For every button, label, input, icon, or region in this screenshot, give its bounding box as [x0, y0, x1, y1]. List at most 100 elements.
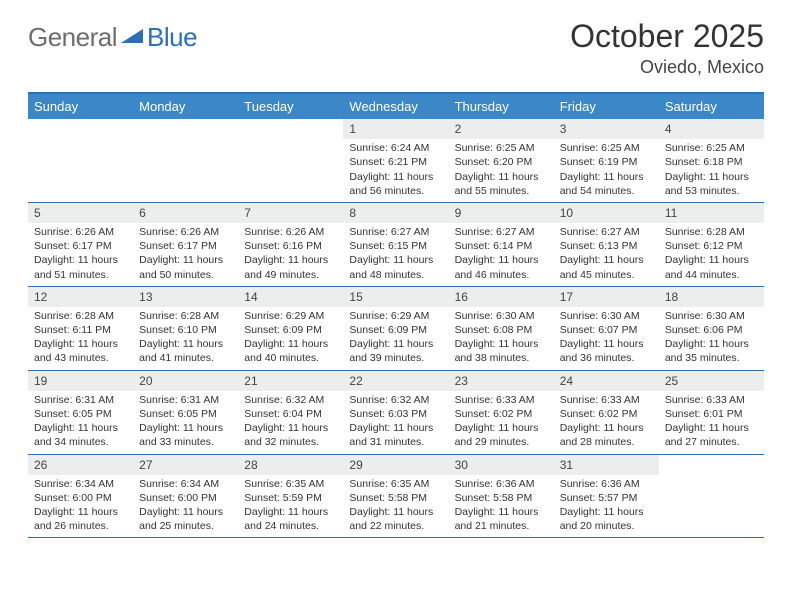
cell-body: Sunrise: 6:25 AMSunset: 6:20 PMDaylight:… [449, 139, 554, 202]
day-number: 30 [449, 455, 554, 475]
sunset-text: Sunset: 6:17 PM [139, 239, 232, 253]
sunset-text: Sunset: 6:14 PM [455, 239, 548, 253]
day-number: 10 [554, 203, 659, 223]
weeks-container: 1Sunrise: 6:24 AMSunset: 6:21 PMDaylight… [28, 119, 764, 538]
daylight-text: Daylight: 11 hours and 27 minutes. [665, 421, 758, 449]
sunset-text: Sunset: 6:00 PM [139, 491, 232, 505]
sunset-text: Sunset: 6:05 PM [34, 407, 127, 421]
sunrise-text: Sunrise: 6:30 AM [665, 309, 758, 323]
calendar-cell: 5 Sunrise: 6:26 AMSunset: 6:17 PMDaylight… [28, 203, 133, 286]
logo-text-general: General [28, 22, 117, 53]
sunrise-text: Sunrise: 6:30 AM [560, 309, 653, 323]
daylight-text: Daylight: 11 hours and 22 minutes. [349, 505, 442, 533]
cell-body: Sunrise: 6:31 AMSunset: 6:05 PMDaylight:… [133, 391, 238, 454]
daylight-text: Daylight: 11 hours and 26 minutes. [34, 505, 127, 533]
sunrise-text: Sunrise: 6:33 AM [665, 393, 758, 407]
sunrise-text: Sunrise: 6:31 AM [139, 393, 232, 407]
calendar-cell: 27Sunrise: 6:34 AMSunset: 6:00 PMDayligh… [133, 455, 238, 538]
day-number: 23 [449, 371, 554, 391]
day-number: 1 [343, 119, 448, 139]
day-header: Monday [133, 94, 238, 119]
daylight-text: Daylight: 11 hours and 48 minutes. [349, 253, 442, 281]
calendar-cell: 28Sunrise: 6:35 AMSunset: 5:59 PMDayligh… [238, 455, 343, 538]
sunset-text: Sunset: 6:13 PM [560, 239, 653, 253]
sunset-text: Sunset: 6:10 PM [139, 323, 232, 337]
calendar-cell: 17Sunrise: 6:30 AMSunset: 6:07 PMDayligh… [554, 287, 659, 370]
calendar-cell: 29Sunrise: 6:35 AMSunset: 5:58 PMDayligh… [343, 455, 448, 538]
calendar-cell: 31Sunrise: 6:36 AMSunset: 5:57 PMDayligh… [554, 455, 659, 538]
calendar-cell: 7Sunrise: 6:26 AMSunset: 6:16 PMDaylight… [238, 203, 343, 286]
daylight-text: Daylight: 11 hours and 38 minutes. [455, 337, 548, 365]
calendar-cell: 15Sunrise: 6:29 AMSunset: 6:09 PMDayligh… [343, 287, 448, 370]
day-number: 13 [133, 287, 238, 307]
sunrise-text: Sunrise: 6:24 AM [349, 141, 442, 155]
cell-body: Sunrise: 6:33 AMSunset: 6:02 PMDaylight:… [554, 391, 659, 454]
sunset-text: Sunset: 6:20 PM [455, 155, 548, 169]
day-number: 9 [449, 203, 554, 223]
daylight-text: Daylight: 11 hours and 20 minutes. [560, 505, 653, 533]
calendar-cell: 13Sunrise: 6:28 AMSunset: 6:10 PMDayligh… [133, 287, 238, 370]
sunrise-text: Sunrise: 6:36 AM [455, 477, 548, 491]
daylight-text: Daylight: 11 hours and 45 minutes. [560, 253, 653, 281]
day-header: Saturday [659, 94, 764, 119]
cell-body [28, 139, 133, 145]
location: Oviedo, Mexico [570, 57, 764, 78]
cell-body: Sunrise: 6:28 AMSunset: 6:12 PMDaylight:… [659, 223, 764, 286]
week-row: 1Sunrise: 6:24 AMSunset: 6:21 PMDaylight… [28, 119, 764, 203]
daylight-text: Daylight: 11 hours and 46 minutes. [455, 253, 548, 281]
calendar-cell: 16Sunrise: 6:30 AMSunset: 6:08 PMDayligh… [449, 287, 554, 370]
cell-body: Sunrise: 6:27 AMSunset: 6:15 PMDaylight:… [343, 223, 448, 286]
daylight-text: Daylight: 11 hours and 39 minutes. [349, 337, 442, 365]
cell-body: Sunrise: 6:34 AMSunset: 6:00 PMDaylight:… [28, 475, 133, 538]
sunrise-text: Sunrise: 6:32 AM [349, 393, 442, 407]
calendar-cell: 18Sunrise: 6:30 AMSunset: 6:06 PMDayligh… [659, 287, 764, 370]
calendar-cell: 8Sunrise: 6:27 AMSunset: 6:15 PMDaylight… [343, 203, 448, 286]
cell-body: Sunrise: 6:35 AMSunset: 5:59 PMDaylight:… [238, 475, 343, 538]
day-number: 6 [133, 203, 238, 223]
sunrise-text: Sunrise: 6:26 AM [34, 225, 127, 239]
cell-body: Sunrise: 6:34 AMSunset: 6:00 PMDaylight:… [133, 475, 238, 538]
daylight-text: Daylight: 11 hours and 50 minutes. [139, 253, 232, 281]
sunrise-text: Sunrise: 6:29 AM [349, 309, 442, 323]
day-number: 4 [659, 119, 764, 139]
day-header: Wednesday [343, 94, 448, 119]
week-row: 19Sunrise: 6:31 AMSunset: 6:05 PMDayligh… [28, 371, 764, 455]
cell-body: Sunrise: 6:36 AMSunset: 5:57 PMDaylight:… [554, 475, 659, 538]
day-number: 24 [554, 371, 659, 391]
sunrise-text: Sunrise: 6:31 AM [34, 393, 127, 407]
cell-body: Sunrise: 6:26 AMSunset: 6:16 PMDaylight:… [238, 223, 343, 286]
daylight-text: Daylight: 11 hours and 54 minutes. [560, 170, 653, 198]
calendar-cell: 11Sunrise: 6:28 AMSunset: 6:12 PMDayligh… [659, 203, 764, 286]
sunset-text: Sunset: 6:17 PM [34, 239, 127, 253]
day-number: 22 [343, 371, 448, 391]
day-number: 7 [238, 203, 343, 223]
daylight-text: Daylight: 11 hours and 43 minutes. [34, 337, 127, 365]
calendar-cell: 25Sunrise: 6:33 AMSunset: 6:01 PMDayligh… [659, 371, 764, 454]
sunset-text: Sunset: 6:15 PM [349, 239, 442, 253]
calendar-cell [659, 455, 764, 538]
cell-body: Sunrise: 6:25 AMSunset: 6:18 PMDaylight:… [659, 139, 764, 202]
sunrise-text: Sunrise: 6:25 AM [455, 141, 548, 155]
day-number: 20 [133, 371, 238, 391]
day-header: Friday [554, 94, 659, 119]
day-number: 5 [28, 203, 133, 223]
cell-body: Sunrise: 6:25 AMSunset: 6:19 PMDaylight:… [554, 139, 659, 202]
header: General Blue October 2025 Oviedo, Mexico [28, 18, 764, 78]
sunrise-text: Sunrise: 6:35 AM [349, 477, 442, 491]
logo-text-blue: Blue [147, 22, 197, 53]
sunrise-text: Sunrise: 6:36 AM [560, 477, 653, 491]
sunset-text: Sunset: 5:58 PM [349, 491, 442, 505]
calendar-cell: 10Sunrise: 6:27 AMSunset: 6:13 PMDayligh… [554, 203, 659, 286]
cell-body: Sunrise: 6:26 AMSunset: 6:17 PMDaylight:… [133, 223, 238, 286]
daylight-text: Daylight: 11 hours and 51 minutes. [34, 253, 127, 281]
day-header: Tuesday [238, 94, 343, 119]
sunset-text: Sunset: 6:00 PM [34, 491, 127, 505]
calendar-cell: 21Sunrise: 6:32 AMSunset: 6:04 PMDayligh… [238, 371, 343, 454]
sunset-text: Sunset: 6:18 PM [665, 155, 758, 169]
sunset-text: Sunset: 6:08 PM [455, 323, 548, 337]
day-number: 19 [28, 371, 133, 391]
week-row: 12Sunrise: 6:28 AMSunset: 6:11 PMDayligh… [28, 287, 764, 371]
daylight-text: Daylight: 11 hours and 49 minutes. [244, 253, 337, 281]
title-block: October 2025 Oviedo, Mexico [570, 18, 764, 78]
sunset-text: Sunset: 6:07 PM [560, 323, 653, 337]
